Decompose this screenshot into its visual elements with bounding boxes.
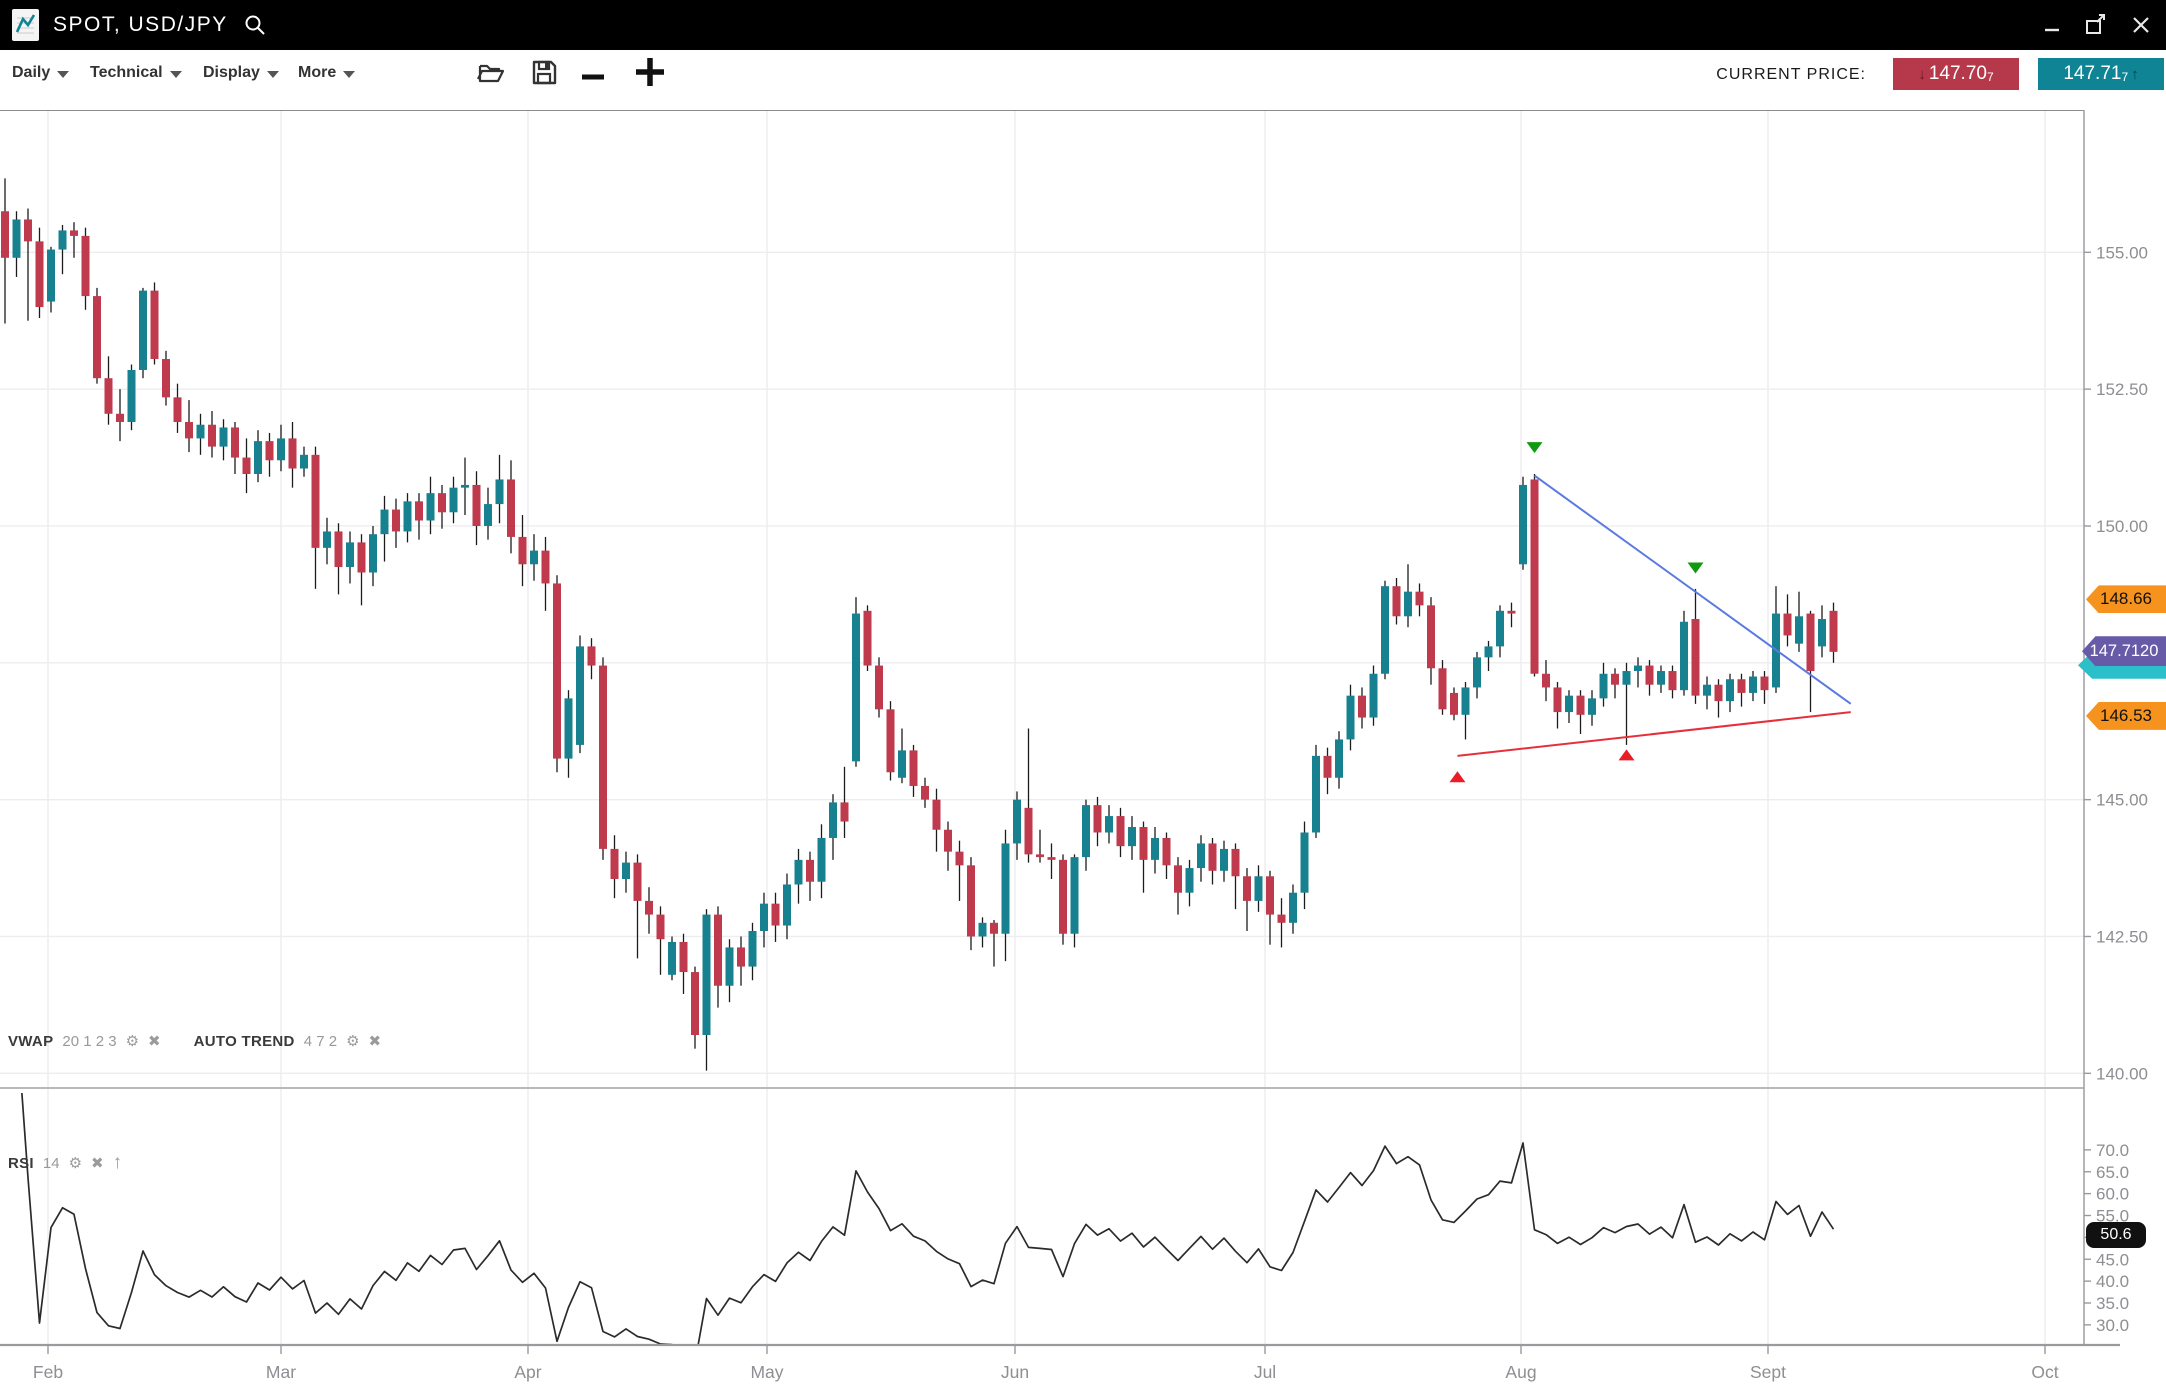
chevron-down-icon	[169, 70, 182, 78]
save-icon[interactable]	[530, 58, 558, 91]
price-axis-label: 155.00	[2096, 243, 2148, 262]
chevron-down-icon	[57, 70, 70, 78]
window-title: SPOT, USD/JPY	[53, 13, 228, 36]
close-button[interactable]	[2130, 14, 2152, 36]
close-icon[interactable]: ✖	[91, 1155, 104, 1172]
rsi-axis-label: 40.0	[2096, 1272, 2129, 1291]
month-axis-label: Aug	[1505, 1362, 1536, 1382]
rsi-axis-label: 60.0	[2096, 1185, 2129, 1204]
rsi-legend-params: 14	[42, 1154, 60, 1172]
rsi-value-tag: 50.6	[2086, 1221, 2146, 1248]
ask-price[interactable]: 147.71 7 ↑	[2038, 58, 2164, 90]
rsi-axis-label: 70.0	[2096, 1141, 2129, 1160]
month-axis-label: Sept	[1750, 1362, 1786, 1382]
rsi-axis-label: 35.0	[2096, 1294, 2129, 1313]
rsi-axis-label: 45.0	[2096, 1250, 2129, 1269]
price-axis-label: 140.00	[2096, 1064, 2148, 1083]
more-menu[interactable]: More	[298, 64, 356, 82]
current-price-tag: 147.7120	[2082, 636, 2166, 667]
chevron-down-icon	[343, 70, 356, 78]
display-menu-label: Display	[203, 64, 260, 81]
price-axis-label: 152.50	[2096, 380, 2148, 399]
rsi-axis-label: 55.0	[2096, 1207, 2129, 1226]
autotrend-legend-params: 4 7 2	[303, 1032, 338, 1050]
month-axis-label: Mar	[266, 1362, 296, 1382]
rsi-axis-label: 65.0	[2096, 1163, 2129, 1182]
price-axis-label: 145.00	[2096, 791, 2148, 810]
month-axis-label: Oct	[2031, 1362, 2058, 1382]
autotrend-legend-name: AUTO TREND	[193, 1032, 295, 1050]
current-price-label: CURRENT PRICE:	[1716, 66, 1866, 83]
arrow-up-icon: ↑	[2131, 65, 2139, 83]
minimize-button[interactable]	[2042, 15, 2062, 35]
technical-menu-label: Technical	[90, 64, 163, 81]
close-icon[interactable]: ✖	[148, 1033, 161, 1050]
app-logo-chart-icon	[12, 9, 39, 41]
toolbar: Daily Technical Display More	[0, 50, 2166, 110]
gear-icon[interactable]: ⚙	[346, 1033, 360, 1050]
zoom-out-icon[interactable]	[578, 62, 608, 97]
rsi-axis-label: 30.0	[2096, 1316, 2129, 1335]
upper-band-tag: 148.66	[2086, 585, 2166, 614]
zoom-in-icon[interactable]	[632, 54, 668, 95]
price-axis-label: 142.50	[2096, 927, 2148, 946]
arrow-down-icon: ↓	[1918, 65, 1926, 83]
rsi-legend: RSI 14 ⚙ ✖ ↑	[8, 1152, 122, 1174]
ask-value: 147.71	[2063, 63, 2122, 84]
vwap-legend-name: VWAP	[8, 1032, 54, 1050]
ask-pip: 7	[2121, 70, 2129, 84]
more-menu-label: More	[298, 64, 337, 81]
open-folder-icon[interactable]	[476, 58, 506, 93]
expand-arrow-icon[interactable]: ↑	[112, 1152, 123, 1173]
month-axis-label: Jun	[1001, 1362, 1029, 1382]
bid-value: 147.70	[1928, 63, 1987, 84]
lower-band-tag: 146.53	[2086, 701, 2166, 730]
search-icon[interactable]	[244, 14, 266, 36]
title-bar: SPOT, USD/JPY	[0, 0, 2166, 50]
interval-menu[interactable]: Daily	[12, 64, 70, 82]
bid-price[interactable]: ↓ 147.70 7	[1893, 58, 2019, 90]
rsi-legend-name: RSI	[8, 1154, 34, 1172]
month-axis-label: Feb	[33, 1362, 63, 1382]
gear-icon[interactable]: ⚙	[125, 1033, 140, 1050]
month-axis-label: Jul	[1254, 1362, 1276, 1382]
month-axis-label: Apr	[514, 1362, 541, 1382]
interval-menu-label: Daily	[12, 64, 51, 81]
chevron-down-icon	[266, 70, 279, 78]
bid-pip: 7	[1986, 70, 1994, 84]
gear-icon[interactable]: ⚙	[68, 1155, 83, 1172]
popout-button[interactable]	[2084, 13, 2108, 37]
technical-menu[interactable]: Technical	[90, 64, 182, 82]
price-axis-label: 150.00	[2096, 517, 2148, 536]
vwap-legend: VWAP 20 1 2 3 ⚙ ✖ AUTO TREND 4 7 2 ⚙ ✖	[8, 1032, 382, 1051]
close-icon[interactable]: ✖	[368, 1033, 382, 1050]
vwap-legend-params: 20 1 2 3	[62, 1032, 117, 1050]
month-axis-label: May	[750, 1362, 783, 1382]
display-menu[interactable]: Display	[203, 64, 279, 82]
